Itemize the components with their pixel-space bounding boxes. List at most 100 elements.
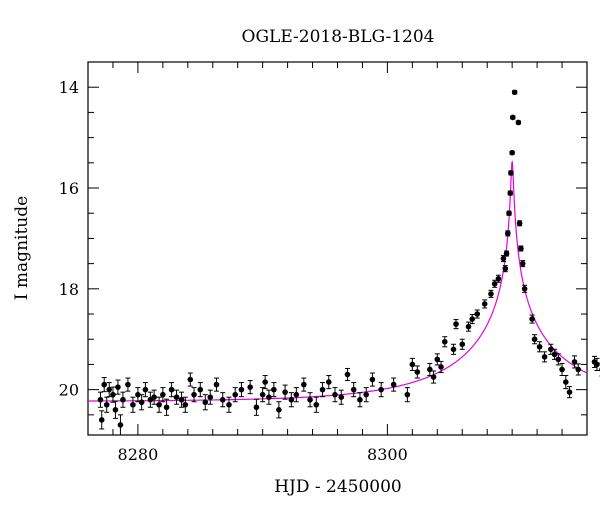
point-marker <box>307 396 313 403</box>
point-marker <box>555 356 562 363</box>
point-marker <box>503 250 510 257</box>
point-marker <box>156 401 162 408</box>
data-point <box>163 398 170 416</box>
point-marker <box>182 401 189 408</box>
model-curve <box>88 160 588 402</box>
point-marker <box>350 386 357 393</box>
data-point <box>350 382 357 398</box>
point-marker <box>414 369 421 375</box>
model-curve-group <box>88 160 588 402</box>
data-point <box>344 367 351 382</box>
data-point <box>459 338 466 350</box>
point-marker <box>219 396 226 403</box>
data-point <box>450 343 457 355</box>
data-point <box>98 410 105 430</box>
point-marker <box>301 381 307 388</box>
y-axis-label: I magnitude <box>12 196 32 300</box>
point-marker <box>112 406 119 413</box>
data-point <box>262 375 268 390</box>
point-marker <box>430 374 437 380</box>
y-tick-label: 20 <box>59 381 79 400</box>
data-point <box>178 391 185 408</box>
data-point <box>575 363 582 376</box>
data-point <box>147 391 154 408</box>
y-tick-label: 16 <box>59 179 79 198</box>
point-marker <box>500 255 507 262</box>
point-marker <box>559 366 565 373</box>
point-marker <box>332 391 338 398</box>
point-marker <box>288 396 295 403</box>
axis-ticks <box>87 61 588 435</box>
data-point <box>135 387 141 403</box>
point-marker <box>531 336 538 343</box>
point-marker <box>459 341 466 348</box>
point-marker <box>115 384 121 390</box>
data-point <box>453 319 459 330</box>
point-marker <box>450 346 457 353</box>
data-point <box>282 384 288 400</box>
data-point <box>516 220 523 227</box>
point-marker <box>266 394 272 400</box>
data-point <box>515 119 522 126</box>
data-point <box>191 387 197 403</box>
data-point <box>219 392 226 408</box>
point-marker <box>207 394 214 400</box>
tick-labels: 82808300832014161820 <box>59 78 408 464</box>
point-marker <box>238 386 245 393</box>
point-marker <box>404 391 411 398</box>
data-point <box>338 389 345 405</box>
point-marker <box>575 366 582 373</box>
data-point <box>226 396 232 413</box>
data-point <box>504 230 511 237</box>
point-marker <box>178 396 185 403</box>
x-tick-label: 8280 <box>118 445 159 464</box>
point-marker <box>541 354 548 360</box>
point-marker <box>125 381 131 388</box>
data-point <box>307 392 313 408</box>
plot-area <box>87 61 600 436</box>
point-marker <box>453 321 459 327</box>
point-marker <box>282 389 288 395</box>
data-point <box>571 355 578 369</box>
data-point <box>168 382 175 398</box>
point-marker <box>509 149 515 156</box>
point-marker <box>232 391 239 398</box>
data-point <box>409 357 416 371</box>
point-marker <box>344 371 351 378</box>
data-points-group <box>97 89 600 436</box>
data-point <box>156 396 162 413</box>
data-point <box>491 279 498 288</box>
data-point <box>238 382 245 398</box>
data-point <box>197 382 204 398</box>
point-marker <box>135 391 141 398</box>
data-point <box>509 149 515 156</box>
point-marker <box>409 361 416 368</box>
point-marker <box>594 361 600 368</box>
data-point <box>160 387 166 403</box>
point-marker <box>313 401 320 408</box>
data-point <box>488 289 494 298</box>
point-marker <box>98 417 105 423</box>
data-point <box>503 250 510 257</box>
data-point <box>551 348 558 360</box>
point-marker <box>469 316 476 322</box>
data-point <box>138 394 145 411</box>
data-point <box>521 284 528 293</box>
point-marker <box>253 404 260 411</box>
point-marker <box>507 190 514 196</box>
data-point <box>117 414 124 436</box>
data-point <box>97 391 104 408</box>
data-point <box>536 341 543 353</box>
data-point <box>441 336 448 348</box>
data-point <box>495 274 502 283</box>
point-marker <box>516 220 523 227</box>
data-point <box>182 396 189 413</box>
point-marker <box>110 391 116 398</box>
data-point <box>259 387 266 403</box>
point-marker <box>519 260 526 267</box>
data-point <box>511 89 518 96</box>
data-point <box>112 400 119 419</box>
data-point <box>506 210 512 217</box>
point-marker <box>465 323 472 330</box>
point-marker <box>163 404 170 411</box>
